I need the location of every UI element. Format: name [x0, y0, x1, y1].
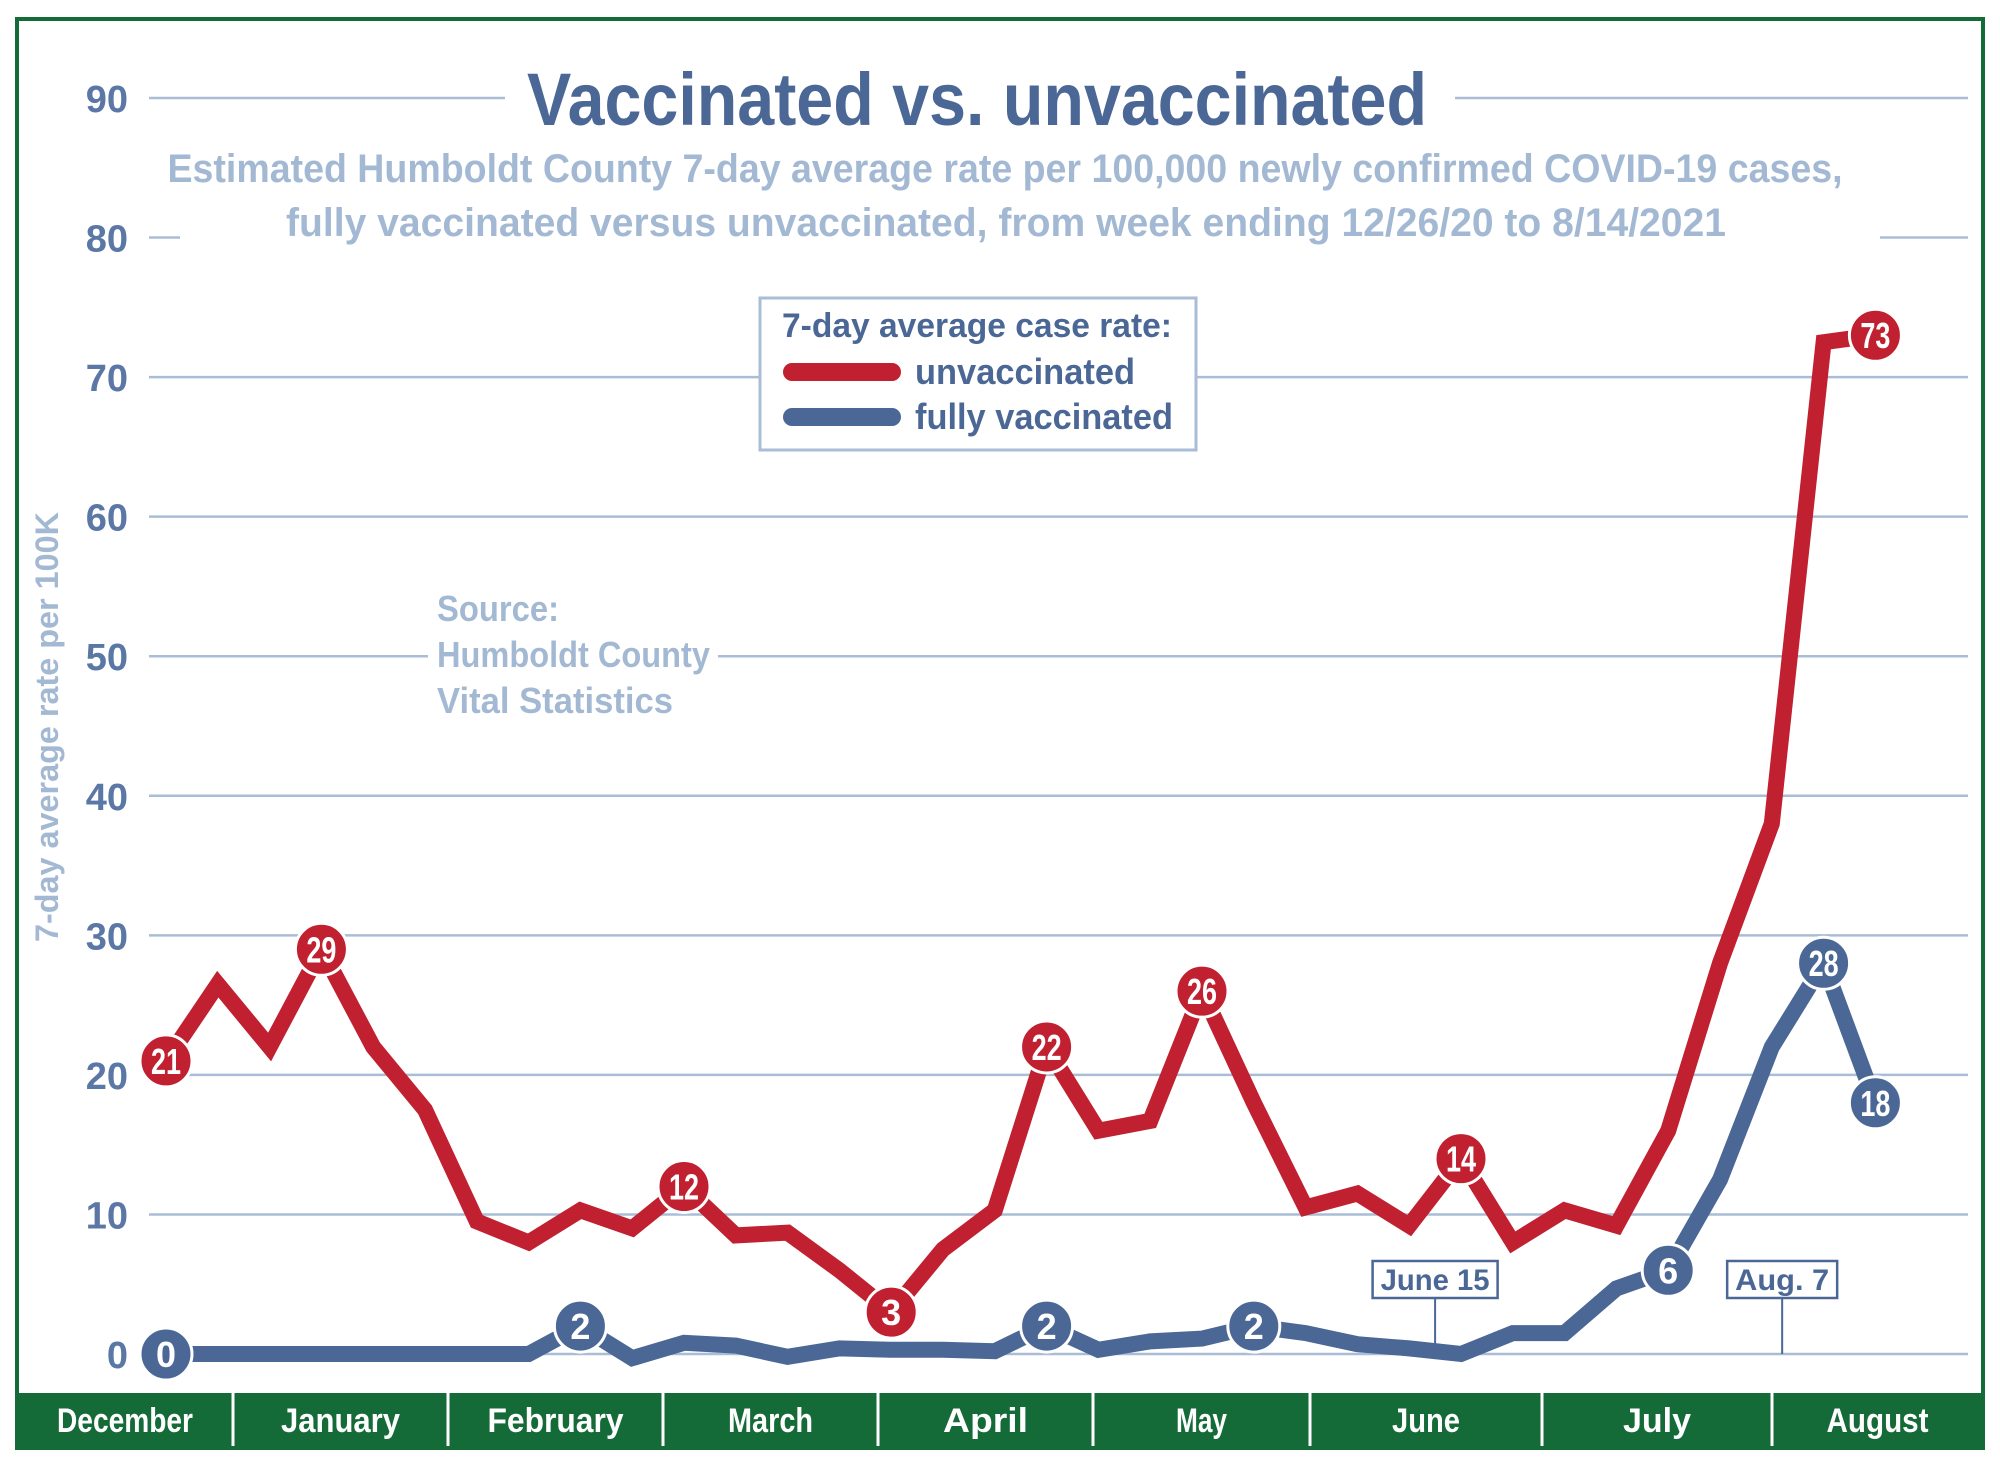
data-label: 73 [1860, 315, 1890, 356]
y-tick-label: 10 [86, 1195, 128, 1237]
data-point-fully-vaccinated: 2 [1019, 1298, 1075, 1354]
x-month-label: December [57, 1402, 193, 1440]
y-tick-label: 30 [86, 916, 128, 958]
series-line-fully-vaccinated [166, 945, 1883, 1367]
data-label: 26 [1187, 971, 1217, 1012]
legend-label-fully-vaccinated: fully vaccinated [915, 396, 1173, 437]
y-tick-label: 40 [86, 777, 128, 819]
data-label: 0 [156, 1334, 176, 1375]
x-month-label: March [728, 1402, 813, 1440]
y-tick-label: 50 [86, 637, 128, 679]
y-tick-label: 70 [86, 358, 128, 400]
x-month-label: January [281, 1402, 400, 1440]
annotations: June 15 Aug. 7 [1371, 1259, 1839, 1354]
legend: 7-day average case rate: unvaccinated fu… [758, 296, 1198, 452]
series-lines [159, 327, 1883, 1367]
y-tick-label: 80 [86, 219, 128, 261]
annotation-marker: June 15 [1371, 1259, 1499, 1354]
data-point-unvaccinated: 14 [1433, 1131, 1489, 1187]
data-label: 22 [1032, 1027, 1062, 1068]
source-note: Source: Humboldt County Vital Statistics [428, 585, 718, 725]
data-point-fully-vaccinated: 2 [1226, 1298, 1282, 1354]
chart-subtitle-line-2: fully vaccinated versus unvaccinated, fr… [286, 201, 1726, 245]
chart-subtitle-line-1: Estimated Humboldt County 7-day average … [168, 147, 1843, 191]
source-line-3: Vital Statistics [437, 680, 673, 721]
data-label: 18 [1860, 1083, 1890, 1124]
y-tick-label: 0 [107, 1335, 128, 1377]
data-label: 2 [1244, 1306, 1264, 1347]
data-point-unvaccinated: 12 [656, 1159, 712, 1215]
month-bar: December January February March April May June… [17, 1393, 1983, 1446]
x-month-label: February [488, 1402, 624, 1440]
data-point-unvaccinated: 3 [863, 1284, 919, 1340]
data-label: 6 [1658, 1250, 1678, 1291]
y-tick-label: 60 [86, 498, 128, 540]
data-label: 29 [306, 929, 336, 970]
data-label: 2 [570, 1306, 590, 1347]
data-point-fully-vaccinated: 0 [138, 1326, 194, 1382]
data-point-unvaccinated: 29 [293, 921, 349, 977]
data-point-fully-vaccinated: 6 [1640, 1242, 1696, 1298]
source-line-2: Humboldt County [437, 634, 710, 675]
data-point-fully-vaccinated: 2 [552, 1298, 608, 1354]
chart-title: Vaccinated vs. unvaccinated [527, 58, 1427, 141]
x-month-label: May [1176, 1402, 1227, 1440]
data-label: 2 [1037, 1306, 1057, 1347]
data-label: 3 [881, 1292, 901, 1333]
x-month-label: August [1827, 1402, 1929, 1440]
annotation-label: June 15 [1381, 1264, 1490, 1297]
data-point-fully-vaccinated: 28 [1796, 935, 1852, 991]
data-label: 12 [669, 1167, 699, 1208]
data-label: 28 [1809, 943, 1839, 984]
data-point-unvaccinated: 22 [1019, 1019, 1075, 1075]
annotation-marker: Aug. 7 [1725, 1259, 1839, 1354]
series-line-unvaccinated [159, 327, 1877, 1324]
legend-title: 7-day average case rate: [782, 307, 1172, 345]
data-label: 14 [1446, 1139, 1476, 1180]
y-tick-label: 20 [86, 1056, 128, 1098]
data-point-unvaccinated: 26 [1174, 963, 1230, 1019]
legend-label-unvaccinated: unvaccinated [915, 351, 1135, 392]
data-label: 21 [151, 1041, 181, 1082]
data-point-unvaccinated: 21 [138, 1033, 194, 1089]
data-point-fully-vaccinated: 18 [1847, 1075, 1903, 1131]
y-tick-label: 90 [86, 79, 128, 121]
x-month-label: June [1392, 1402, 1460, 1440]
x-month-label: April [943, 1402, 1028, 1440]
x-month-label: July [1623, 1402, 1691, 1440]
annotation-label: Aug. 7 [1735, 1264, 1829, 1297]
y-tick-labels: 0 10 20 30 40 50 60 70 80 90 [86, 79, 128, 1377]
source-line-1: Source: [437, 588, 559, 629]
y-axis-label: 7-day average rate per 100K [29, 512, 65, 942]
data-point-unvaccinated: 73 [1847, 307, 1903, 363]
